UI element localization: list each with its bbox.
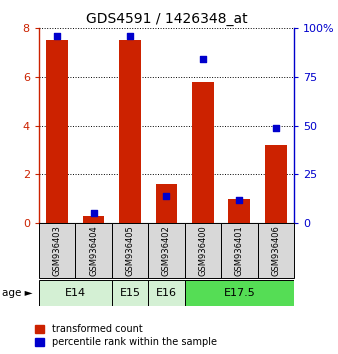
- Bar: [46, 40, 68, 223]
- Point: [273, 125, 279, 130]
- Bar: [119, 40, 141, 223]
- Text: GSM936400: GSM936400: [198, 225, 208, 276]
- Bar: [82, 216, 104, 223]
- Text: GSM936404: GSM936404: [89, 225, 98, 276]
- FancyBboxPatch shape: [148, 223, 185, 278]
- Text: GSM936402: GSM936402: [162, 225, 171, 276]
- FancyBboxPatch shape: [39, 280, 112, 306]
- FancyBboxPatch shape: [221, 223, 258, 278]
- Title: GDS4591 / 1426348_at: GDS4591 / 1426348_at: [86, 12, 247, 26]
- FancyBboxPatch shape: [258, 223, 294, 278]
- Point: [54, 33, 60, 39]
- FancyBboxPatch shape: [185, 280, 294, 306]
- Text: GSM936403: GSM936403: [53, 225, 62, 276]
- Text: E14: E14: [65, 288, 86, 298]
- FancyBboxPatch shape: [185, 223, 221, 278]
- Bar: [228, 199, 250, 223]
- FancyBboxPatch shape: [112, 223, 148, 278]
- Text: E15: E15: [120, 288, 141, 298]
- Text: GSM936406: GSM936406: [271, 225, 280, 276]
- FancyBboxPatch shape: [75, 223, 112, 278]
- Text: GSM936401: GSM936401: [235, 225, 244, 276]
- Text: E16: E16: [156, 288, 177, 298]
- FancyBboxPatch shape: [39, 223, 75, 278]
- Point: [200, 57, 206, 62]
- Bar: [265, 145, 287, 223]
- FancyBboxPatch shape: [112, 280, 148, 306]
- Legend: transformed count, percentile rank within the sample: transformed count, percentile rank withi…: [35, 325, 217, 347]
- Text: age ►: age ►: [2, 288, 32, 298]
- Point: [164, 193, 169, 199]
- Text: GSM936405: GSM936405: [125, 225, 135, 276]
- Point: [91, 210, 96, 216]
- FancyBboxPatch shape: [148, 280, 185, 306]
- Point: [127, 33, 133, 39]
- Point: [237, 197, 242, 202]
- Bar: [192, 82, 214, 223]
- Bar: [155, 184, 177, 223]
- Text: E17.5: E17.5: [223, 288, 255, 298]
